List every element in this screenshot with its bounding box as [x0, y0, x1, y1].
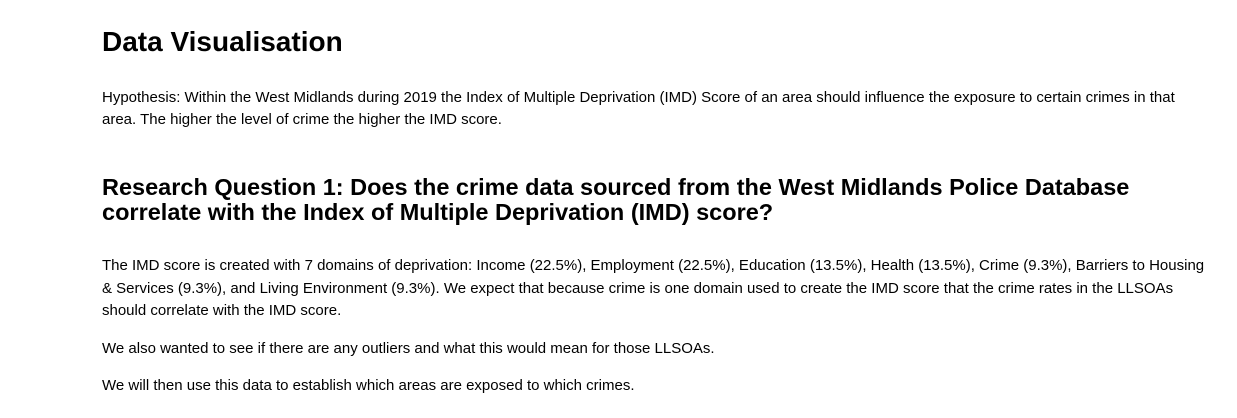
hypothesis-paragraph: Hypothesis: Within the West Midlands dur…: [102, 89, 1175, 128]
next-steps-paragraph: We will then use this data to establish …: [102, 377, 635, 394]
outliers-paragraph: We also wanted to see if there are any o…: [102, 340, 715, 357]
imd-domains-paragraph: The IMD score is created with 7 domains …: [102, 257, 1205, 319]
page-title: Data Visualisation: [102, 26, 343, 57]
research-question-heading: Research Question 1: Does the crime data…: [102, 174, 1130, 225]
